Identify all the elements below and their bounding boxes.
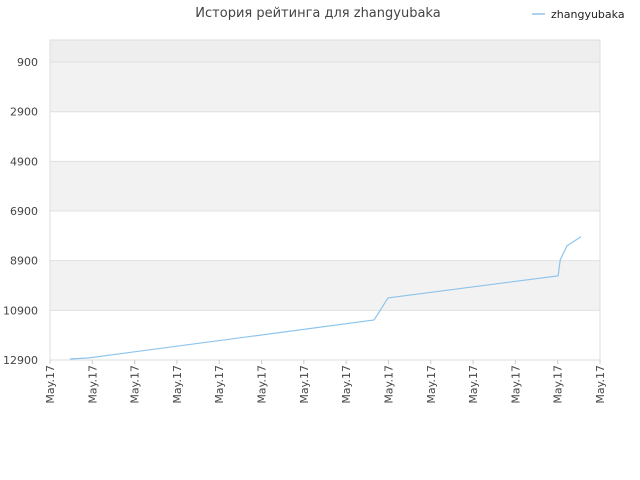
y-tick-label: 12900: [3, 354, 38, 367]
x-tick-label: May.17: [213, 365, 226, 404]
series-line: [69, 236, 582, 360]
plot-band: [50, 211, 600, 261]
plot-band: [50, 111, 600, 162]
y-tick-label: 8900: [10, 255, 38, 268]
y-tick-label: 900: [17, 56, 38, 69]
x-tick-label: May.17: [256, 365, 269, 404]
x-tick-label: May.17: [129, 365, 142, 404]
x-tick-label: May.17: [552, 365, 565, 404]
y-tick-label: 4900: [10, 155, 38, 168]
chart-title: История рейтинга для zhangyubaka: [195, 6, 440, 21]
legend-label: zhangyubaka: [551, 8, 625, 21]
x-tick-label: May.17: [382, 365, 395, 404]
x-tick-label: May.17: [44, 365, 57, 404]
y-tick-label: 2900: [10, 106, 38, 119]
x-tick-label: May.17: [594, 365, 607, 404]
plot-band: [50, 260, 600, 311]
x-tick-label: May.17: [171, 365, 184, 404]
plot-band: [50, 62, 600, 112]
x-tick-label: May.17: [509, 365, 522, 404]
y-tick-label: 10900: [3, 304, 38, 317]
x-tick-label: May.17: [86, 365, 99, 404]
x-tick-label: May.17: [298, 365, 311, 404]
plot-border: [49, 39, 601, 361]
y-tick-label: 6900: [10, 205, 38, 218]
x-tick-label: May.17: [340, 365, 353, 404]
x-tick-label: May.17: [425, 365, 438, 404]
x-tick-label: May.17: [467, 365, 480, 404]
plot-band: [50, 310, 600, 360]
plot-band: [50, 161, 600, 212]
plot-band: [50, 40, 600, 63]
